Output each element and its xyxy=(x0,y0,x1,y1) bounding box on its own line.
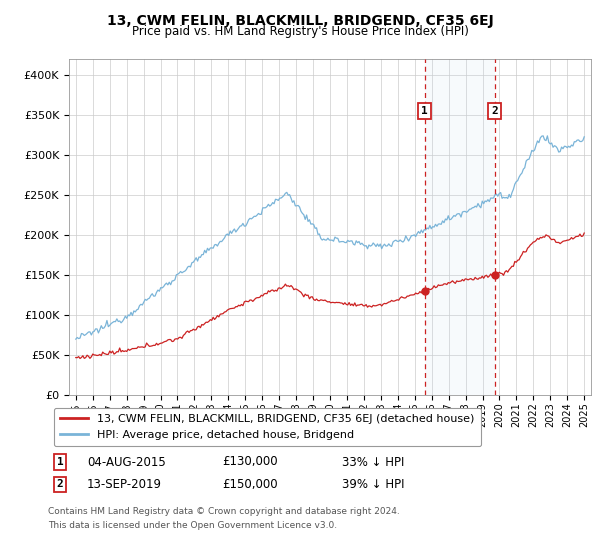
Text: 2: 2 xyxy=(56,479,64,489)
Text: Contains HM Land Registry data © Crown copyright and database right 2024.: Contains HM Land Registry data © Crown c… xyxy=(48,507,400,516)
Text: Price paid vs. HM Land Registry's House Price Index (HPI): Price paid vs. HM Land Registry's House … xyxy=(131,25,469,38)
Bar xyxy=(425,59,494,395)
Text: 1: 1 xyxy=(421,106,428,116)
Text: 2: 2 xyxy=(491,106,498,116)
Text: 1: 1 xyxy=(56,457,64,467)
Text: 13-SEP-2019: 13-SEP-2019 xyxy=(87,478,162,491)
Text: £130,000: £130,000 xyxy=(222,455,278,469)
Text: £150,000: £150,000 xyxy=(222,478,278,491)
Text: 13, CWM FELIN, BLACKMILL, BRIDGEND, CF35 6EJ: 13, CWM FELIN, BLACKMILL, BRIDGEND, CF35… xyxy=(107,14,493,28)
Text: 04-AUG-2015: 04-AUG-2015 xyxy=(87,455,166,469)
Text: This data is licensed under the Open Government Licence v3.0.: This data is licensed under the Open Gov… xyxy=(48,521,337,530)
Text: 39% ↓ HPI: 39% ↓ HPI xyxy=(342,478,404,491)
Legend: 13, CWM FELIN, BLACKMILL, BRIDGEND, CF35 6EJ (detached house), HPI: Average pric: 13, CWM FELIN, BLACKMILL, BRIDGEND, CF35… xyxy=(53,408,481,446)
Text: 33% ↓ HPI: 33% ↓ HPI xyxy=(342,455,404,469)
